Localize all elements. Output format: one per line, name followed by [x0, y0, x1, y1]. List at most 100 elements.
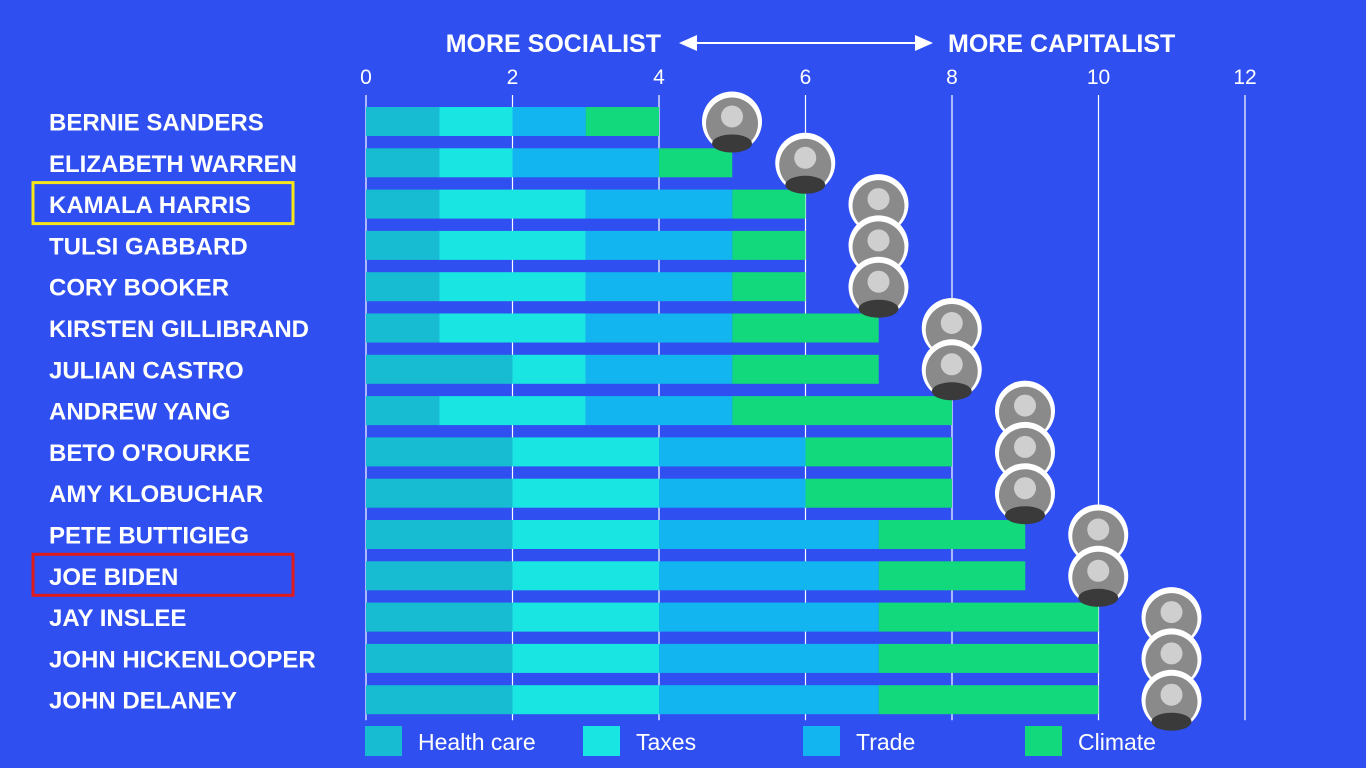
bar-taxes-amy-klobuchar: [512, 478, 659, 508]
bar-trade-kirsten-gillibrand: [585, 313, 733, 343]
legend-label-taxes: Taxes: [636, 729, 696, 755]
x-axis-ticks: 0 2 4 6 8 10 12: [360, 66, 1257, 89]
bar-trade-julian-castro: [585, 354, 733, 384]
bar-health-care-kirsten-gillibrand: [366, 313, 440, 343]
candidate-label: AMY KLOBUCHAR: [49, 481, 263, 508]
bar-taxes-kirsten-gillibrand: [439, 313, 586, 343]
bar-health-care-kamala-harris: [366, 189, 440, 219]
bar-taxes-pete-buttigieg: [512, 520, 659, 549]
photo-head: [1160, 683, 1183, 706]
bar-taxes-tulsi-gabbard: [439, 230, 586, 260]
bar-trade-tulsi-gabbard: [585, 230, 733, 260]
candidate-photos: [702, 91, 1202, 731]
bar-trade-andrew-yang: [585, 396, 733, 426]
bar-health-care-pete-buttigieg: [366, 520, 513, 549]
bar-health-care-john-hickenlooper: [366, 643, 513, 673]
legend-swatch-health-care: [365, 726, 402, 756]
photo-shoulders: [1078, 588, 1119, 607]
candidate-photo-icon: [921, 339, 982, 401]
photo-shoulders: [712, 134, 752, 153]
x-tick-label: 12: [1233, 66, 1256, 89]
bar-climate-beto-o-rourke: [805, 437, 952, 467]
bar-trade-pete-buttigieg: [659, 520, 879, 549]
bar-trade-amy-klobuchar: [659, 478, 806, 508]
bar-climate-cory-booker: [732, 272, 806, 302]
x-tick-label: 8: [946, 66, 958, 89]
bar-health-care-elizabeth-warren: [366, 148, 440, 178]
bar-climate-john-delaney: [878, 685, 1099, 715]
x-tick-label: 6: [800, 66, 812, 89]
bar-trade-bernie-sanders: [512, 107, 586, 136]
bar-climate-pete-buttigieg: [878, 520, 1026, 549]
bar-taxes-john-delaney: [512, 685, 659, 715]
bar-health-care-john-delaney: [366, 685, 513, 715]
x-tick-label: 2: [507, 66, 519, 89]
header-more-capitalist: MORE CAPITALIST: [948, 30, 1175, 58]
candidate-photo-icon: [848, 256, 909, 318]
candidate-photo-icon: [1141, 669, 1202, 731]
bar-taxes-bernie-sanders: [439, 107, 513, 136]
candidate-label: KIRSTEN GILLIBRAND: [49, 316, 309, 343]
bar-climate-kirsten-gillibrand: [732, 313, 879, 343]
bar-trade-john-delaney: [659, 685, 879, 715]
bar-health-care-cory-booker: [366, 272, 440, 302]
bar-trade-john-hickenlooper: [659, 643, 879, 673]
bar-taxes-joe-biden: [512, 561, 659, 591]
highlight-box-red: [31, 552, 295, 597]
photo-head: [794, 146, 817, 169]
legend-swatch-climate: [1025, 726, 1062, 756]
bar-climate-amy-klobuchar: [805, 478, 952, 508]
bar-climate-joe-biden: [878, 561, 1026, 591]
photo-head: [940, 353, 963, 376]
header-more-socialist: MORE SOCIALIST: [446, 30, 661, 58]
candidate-label: TULSI GABBARD: [49, 233, 248, 260]
candidate-label: ANDREW YANG: [49, 399, 230, 426]
bar-health-care-beto-o-rourke: [366, 437, 513, 467]
bar-taxes-cory-booker: [439, 272, 586, 302]
photo-shoulders: [1151, 712, 1192, 731]
bar-trade-joe-biden: [659, 561, 879, 591]
candidate-photo-icon: [1068, 545, 1129, 607]
candidate-photo-icon: [775, 132, 836, 194]
candidate-photo-icon: [702, 91, 762, 153]
photo-shoulders: [931, 382, 972, 401]
candidate-label: JOE BIDEN: [49, 564, 178, 591]
photo-shoulders: [785, 175, 826, 194]
candidate-label: JAY INSLEE: [49, 605, 186, 632]
legend-label-health-care: Health care: [418, 729, 536, 755]
bar-taxes-kamala-harris: [439, 189, 586, 219]
photo-head: [1160, 601, 1183, 624]
candidate-labels: BERNIE SANDERS ELIZABETH WARREN KAMALA HAR…: [31, 110, 316, 715]
bar-climate-kamala-harris: [732, 189, 806, 219]
bar-health-care-bernie-sanders: [366, 107, 440, 136]
legend-label-climate: Climate: [1078, 729, 1156, 755]
photo-shoulders: [1005, 506, 1045, 525]
candidate-label: BERNIE SANDERS: [49, 110, 264, 137]
x-tick-label: 4: [653, 66, 665, 89]
photo-head: [867, 270, 890, 293]
double-arrow-icon: [679, 35, 933, 51]
bar-taxes-andrew-yang: [439, 396, 586, 426]
photo-shoulders: [858, 299, 899, 318]
legend-swatch-taxes: [583, 726, 620, 756]
candidate-label: JULIAN CASTRO: [49, 357, 244, 384]
bar-trade-jay-inslee: [659, 602, 879, 632]
candidate-label: KAMALA HARRIS: [49, 192, 251, 219]
candidate-label: CORY BOOKER: [49, 275, 229, 302]
photo-head: [1160, 642, 1183, 665]
bar-trade-beto-o-rourke: [659, 437, 806, 467]
bar-climate-john-hickenlooper: [878, 643, 1099, 673]
candidate-label: JOHN DELANEY: [49, 688, 237, 715]
bar-climate-elizabeth-warren: [659, 148, 733, 178]
bar-climate-andrew-yang: [732, 396, 952, 426]
photo-head: [1014, 477, 1036, 500]
bar-trade-kamala-harris: [585, 189, 733, 219]
bar-taxes-julian-castro: [512, 354, 586, 384]
bar-climate-jay-inslee: [878, 602, 1099, 632]
bar-taxes-jay-inslee: [512, 602, 659, 632]
candidate-photo-icon: [995, 463, 1055, 525]
legend-label-trade: Trade: [856, 729, 915, 755]
legend-swatch-trade: [803, 726, 840, 756]
